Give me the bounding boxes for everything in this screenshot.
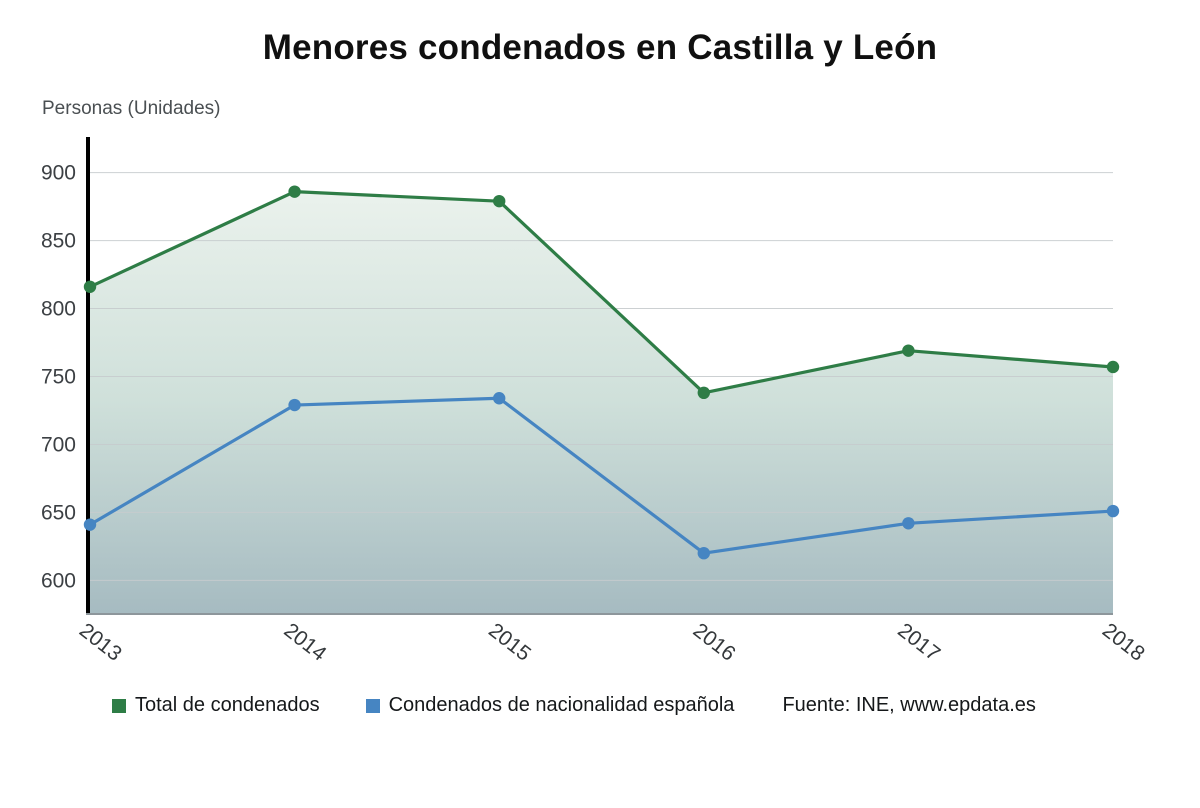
data-point — [493, 392, 506, 405]
y-tick-labels: 600 650 700 750 800 850 900 — [41, 162, 76, 593]
series-line-1 — [88, 396, 1115, 555]
legend-swatch-total-icon — [112, 698, 126, 713]
svg-text:700: 700 — [41, 433, 76, 456]
legend-item-nacionalidad: Condenados de nacionalidad española — [365, 694, 735, 717]
x-tick-labels: 2013 2014 2015 2016 2017 2018 — [75, 619, 1149, 666]
svg-text:2016: 2016 — [689, 619, 740, 666]
gridlines — [88, 172, 1113, 581]
data-point — [288, 398, 301, 412]
data-point — [902, 517, 915, 530]
data-point — [697, 546, 710, 560]
svg-text:2014: 2014 — [280, 619, 331, 666]
area-fill — [90, 191, 1113, 614]
legend: Total de condenados Condenados de nacion… — [112, 694, 1036, 717]
svg-text:750: 750 — [41, 366, 76, 389]
series-line-0 — [88, 190, 1115, 395]
y-axis-title: Personas (Unidades) — [42, 98, 221, 119]
svg-text:2018: 2018 — [1098, 619, 1149, 666]
chart-title: Menores condenados en Castilla y León — [262, 28, 938, 67]
svg-text:850: 850 — [41, 230, 76, 253]
data-point — [1106, 360, 1120, 374]
data-point — [902, 344, 915, 357]
svg-text:900: 900 — [41, 162, 76, 185]
data-point — [83, 518, 97, 531]
data-point — [288, 185, 301, 198]
data-point — [697, 386, 710, 400]
svg-text:2017: 2017 — [893, 619, 944, 666]
svg-text:800: 800 — [41, 298, 76, 321]
legend-label-total: Total de condenados — [135, 694, 320, 716]
data-point — [83, 280, 97, 293]
svg-text:2013: 2013 — [75, 619, 126, 666]
svg-text:650: 650 — [41, 501, 76, 524]
legend-item-total: Total de condenados — [112, 694, 320, 717]
legend-label-nacionalidad: Condenados de nacionalidad española — [388, 694, 735, 716]
svg-text:2015: 2015 — [484, 619, 535, 666]
source-text: Fuente: INE, www.epdata.es — [782, 694, 1036, 716]
data-point — [1106, 504, 1120, 518]
legend-swatch-nacionalidad-icon — [365, 698, 380, 713]
svg-text:600: 600 — [41, 569, 76, 592]
data-point — [493, 194, 506, 208]
